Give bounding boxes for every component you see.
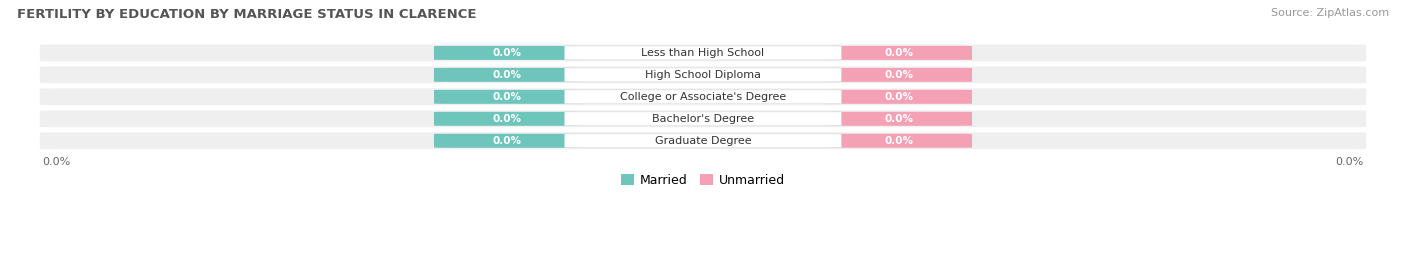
FancyBboxPatch shape: [434, 134, 579, 148]
FancyBboxPatch shape: [434, 112, 579, 126]
FancyBboxPatch shape: [827, 46, 972, 60]
FancyBboxPatch shape: [565, 68, 841, 82]
FancyBboxPatch shape: [565, 90, 841, 104]
FancyBboxPatch shape: [39, 44, 1367, 61]
FancyBboxPatch shape: [827, 134, 972, 148]
Text: 0.0%: 0.0%: [492, 114, 522, 124]
FancyBboxPatch shape: [827, 68, 972, 82]
Legend: Married, Unmarried: Married, Unmarried: [616, 169, 790, 192]
FancyBboxPatch shape: [565, 112, 841, 126]
FancyBboxPatch shape: [565, 134, 841, 148]
Text: 0.0%: 0.0%: [884, 48, 914, 58]
Text: 0.0%: 0.0%: [884, 70, 914, 80]
FancyBboxPatch shape: [565, 46, 841, 60]
Text: 0.0%: 0.0%: [884, 114, 914, 124]
Text: 0.0%: 0.0%: [492, 136, 522, 146]
Text: 0.0%: 0.0%: [884, 136, 914, 146]
Text: Source: ZipAtlas.com: Source: ZipAtlas.com: [1271, 8, 1389, 18]
Text: Less than High School: Less than High School: [641, 48, 765, 58]
FancyBboxPatch shape: [39, 110, 1367, 127]
Text: 0.0%: 0.0%: [492, 48, 522, 58]
FancyBboxPatch shape: [827, 90, 972, 104]
Text: Bachelor's Degree: Bachelor's Degree: [652, 114, 754, 124]
Text: Graduate Degree: Graduate Degree: [655, 136, 751, 146]
FancyBboxPatch shape: [827, 112, 972, 126]
FancyBboxPatch shape: [434, 46, 579, 60]
Text: 0.0%: 0.0%: [884, 92, 914, 102]
Text: 0.0%: 0.0%: [492, 92, 522, 102]
Text: College or Associate's Degree: College or Associate's Degree: [620, 92, 786, 102]
FancyBboxPatch shape: [434, 68, 579, 82]
FancyBboxPatch shape: [434, 90, 579, 104]
Text: High School Diploma: High School Diploma: [645, 70, 761, 80]
FancyBboxPatch shape: [39, 66, 1367, 83]
Text: 0.0%: 0.0%: [492, 70, 522, 80]
Text: FERTILITY BY EDUCATION BY MARRIAGE STATUS IN CLARENCE: FERTILITY BY EDUCATION BY MARRIAGE STATU…: [17, 8, 477, 21]
FancyBboxPatch shape: [39, 89, 1367, 105]
FancyBboxPatch shape: [39, 132, 1367, 149]
